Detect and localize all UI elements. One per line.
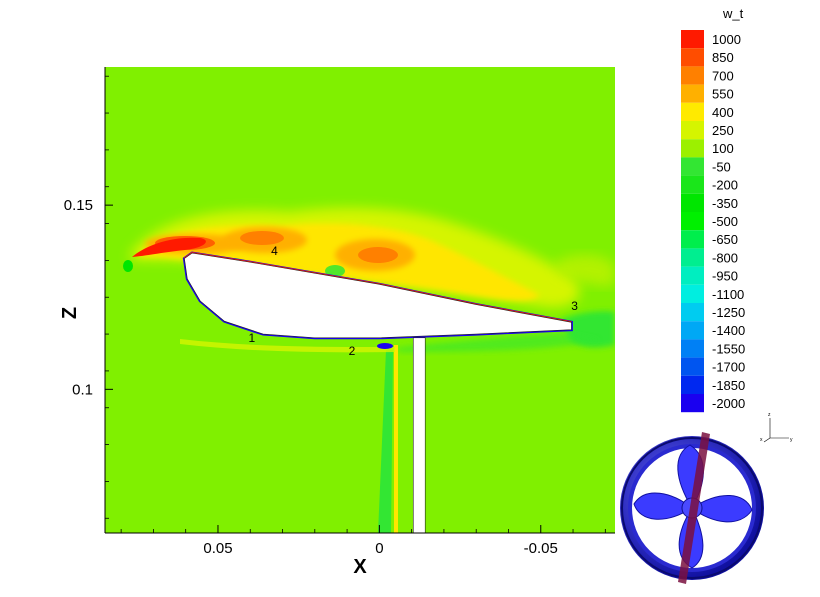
triad-x-label: x xyxy=(760,437,763,443)
contour-regions xyxy=(123,207,615,533)
legend-swatch xyxy=(681,48,704,67)
legend-label: -950 xyxy=(712,269,738,284)
annotation-label: 4 xyxy=(271,244,278,258)
legend-swatch xyxy=(681,248,704,267)
contour-region-strut-wake xyxy=(378,350,393,533)
axis-triad: z x y xyxy=(760,412,793,443)
legend-swatch xyxy=(681,66,704,85)
x-tick-label: -0.05 xyxy=(524,540,558,557)
junction-vortex xyxy=(377,343,393,349)
contour-region-wake-lower xyxy=(395,332,600,352)
triad-x-line xyxy=(763,437,771,443)
legend-swatch xyxy=(681,375,704,394)
legend-swatch xyxy=(681,303,704,322)
propeller-blade xyxy=(691,495,753,523)
strut-plane xyxy=(678,432,710,584)
contour-region-250-wake xyxy=(555,254,615,286)
axes: 0.05 0 -0.05 0.15 0.1 X Z xyxy=(59,67,615,578)
contour-region-700 xyxy=(358,247,398,263)
legend-label: -1550 xyxy=(712,341,745,356)
annotations: 1 2 3 4 xyxy=(249,244,579,358)
strut-section xyxy=(412,337,426,534)
contour-region-700 xyxy=(240,231,284,245)
legend-label: -800 xyxy=(712,250,738,265)
legend-label: -1850 xyxy=(712,378,745,393)
legend-swatch xyxy=(681,193,704,212)
legend-label: 100 xyxy=(712,141,734,156)
legend-label: -2000 xyxy=(712,396,745,411)
ducted-propeller-inset xyxy=(620,432,764,584)
legend-swatch xyxy=(681,321,704,340)
legend-label: 700 xyxy=(712,68,734,83)
legend-swatch xyxy=(681,212,704,231)
legend-label: -350 xyxy=(712,196,738,211)
duct-ring-rim xyxy=(621,437,763,579)
y-tick-label: 0.1 xyxy=(72,381,93,398)
legend-swatch xyxy=(681,175,704,194)
legend-label: -200 xyxy=(712,178,738,193)
legend-swatch xyxy=(681,394,704,413)
annotation-label: 3 xyxy=(571,299,578,313)
legend-label: 850 xyxy=(712,50,734,65)
legend-swatch xyxy=(681,284,704,303)
y-axis-title: Z xyxy=(59,307,81,319)
propeller-blade xyxy=(633,492,693,520)
legend-label: 1000 xyxy=(712,32,741,47)
legend-label: -650 xyxy=(712,232,738,247)
legend-label: -500 xyxy=(712,214,738,229)
contour-region-neg200 xyxy=(123,260,133,272)
legend-swatch xyxy=(681,230,704,249)
x-tick-label: 0 xyxy=(375,540,383,557)
legend-swatches: 1000 850 700 550 400 250 100 -50 -200 -350 -500 -65… xyxy=(681,30,745,413)
x-tick-label: 0.05 xyxy=(203,540,232,557)
legend-swatch xyxy=(681,157,704,176)
legend-label: 550 xyxy=(712,87,734,102)
legend-swatch xyxy=(681,357,704,376)
contour-region-lower-band xyxy=(180,339,395,353)
contour-region-strut-high xyxy=(394,345,398,533)
legend-title: w_t xyxy=(722,6,744,21)
contour-region-neg200 xyxy=(325,265,345,277)
legend-label: -1700 xyxy=(712,360,745,375)
y-ticks: 0.15 0.1 xyxy=(64,75,113,519)
annotation-label: 1 xyxy=(249,331,256,345)
hydrofoil-section xyxy=(184,252,572,339)
annotation-label: 2 xyxy=(349,344,356,358)
x-ticks: 0.05 0 -0.05 xyxy=(120,525,606,557)
legend-swatch xyxy=(681,339,704,358)
legend-label: -1250 xyxy=(712,305,745,320)
legend-label: 250 xyxy=(712,123,734,138)
triad-y-label: y xyxy=(790,437,793,443)
legend-label: -1400 xyxy=(712,323,745,338)
legend: w_t 1000 850 700 550 400 250 100 -50 -200 -350 -50… xyxy=(681,6,745,413)
legend-swatch xyxy=(681,121,704,140)
legend-label: -50 xyxy=(712,159,731,174)
legend-swatch xyxy=(681,266,704,285)
legend-swatch xyxy=(681,84,704,103)
x-axis-title: X xyxy=(353,556,367,578)
contour-region-1000 xyxy=(132,237,206,257)
legend-swatch xyxy=(681,139,704,158)
y-tick-label: 0.15 xyxy=(64,197,93,214)
triad-z-label: z xyxy=(768,412,771,418)
legend-label: 400 xyxy=(712,105,734,120)
legend-label: -1100 xyxy=(712,287,744,302)
legend-swatch xyxy=(681,30,704,49)
legend-swatch xyxy=(681,102,704,121)
plot-area: 1 2 3 4 xyxy=(105,67,615,534)
